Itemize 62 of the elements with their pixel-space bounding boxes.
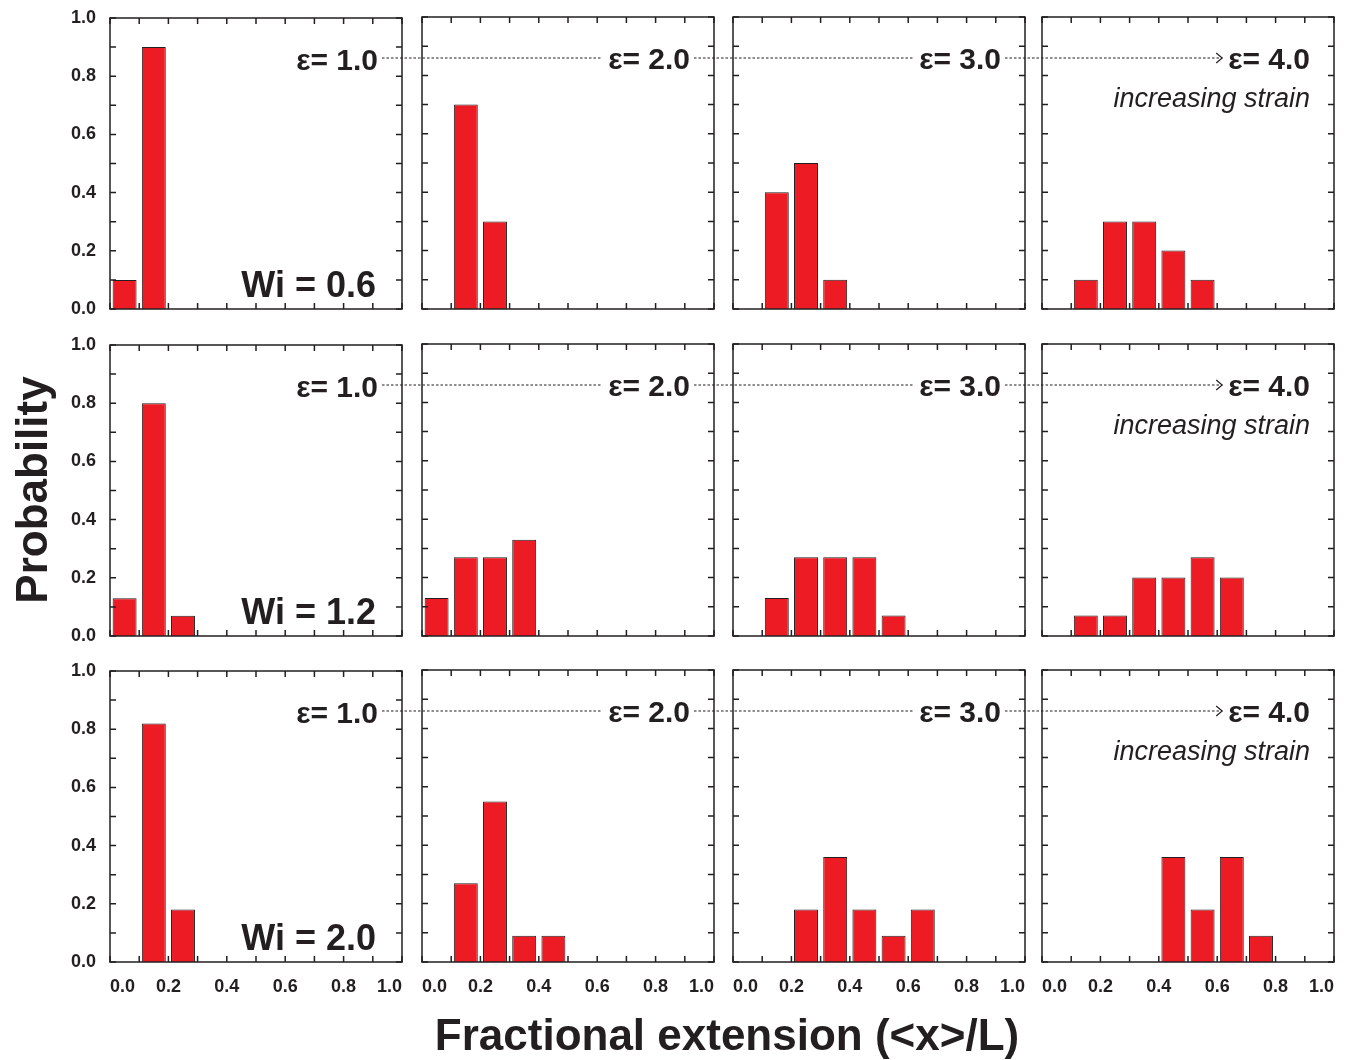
x-tick-label: 0.2 <box>1087 975 1113 996</box>
annotation: ε= 4.0 <box>1228 42 1310 75</box>
x-tick-label: 0.8 <box>331 975 357 996</box>
y-tick-label: 1.0 <box>70 333 96 354</box>
x-tick-label: 0.4 <box>214 975 240 996</box>
y-tick-label: 0.0 <box>70 950 96 971</box>
x-tick-label: 0.2 <box>778 975 804 996</box>
x-axis-title: Fractional extension (<x>/L) <box>434 1010 1020 1060</box>
x-tick-label: 0.6 <box>272 975 298 996</box>
y-tick-label: 1.0 <box>70 659 96 680</box>
annotation: Wi = 2.0 <box>241 917 376 958</box>
y-tick-label: 0.8 <box>70 65 96 86</box>
y-tick-label: 0.8 <box>70 718 96 739</box>
annotation: increasing strain <box>1113 736 1310 766</box>
annotation: ε= 1.0 <box>296 370 378 403</box>
y-tick-label: 0.2 <box>70 239 96 260</box>
x-tick-label: 0.4 <box>1146 975 1172 996</box>
x-tick-label: 0.6 <box>895 975 921 996</box>
annotation: increasing strain <box>1113 410 1310 440</box>
y-tick-label: 0.2 <box>70 566 96 587</box>
y-tick-label: 0.4 <box>70 181 96 202</box>
x-tick-label: 0.0 <box>110 975 136 996</box>
y-tick-label: 0.4 <box>70 508 96 529</box>
annotation: ε= 4.0 <box>1228 695 1310 728</box>
x-tick-label: 0.2 <box>155 975 181 996</box>
x-tick-label: 1.0 <box>999 975 1025 996</box>
annotation: ε= 2.0 <box>608 369 690 402</box>
x-tick-label: 1.0 <box>1308 975 1334 996</box>
y-tick-label: 0.8 <box>70 392 96 413</box>
x-tick-label: 0.4 <box>837 975 863 996</box>
x-tick-label: 0.0 <box>422 975 448 996</box>
x-tick-label: 0.8 <box>643 975 669 996</box>
x-tick-label: 1.0 <box>688 975 714 996</box>
annotation: ε= 1.0 <box>296 696 378 729</box>
y-tick-label: 0.6 <box>70 776 96 797</box>
annotation: ε= 3.0 <box>919 42 1001 75</box>
annotation: ε= 3.0 <box>919 369 1001 402</box>
annotation: ε= 3.0 <box>919 695 1001 728</box>
x-tick-label: 0.6 <box>584 975 610 996</box>
y-axis-title: Probability <box>7 376 57 604</box>
annotation: Wi = 0.6 <box>241 264 376 305</box>
x-tick-label: 1.0 <box>376 975 402 996</box>
y-tick-label: 0.2 <box>70 892 96 913</box>
annotation: ε= 2.0 <box>608 695 690 728</box>
x-tick-label: 0.2 <box>467 975 493 996</box>
x-tick-label: 0.0 <box>733 975 759 996</box>
x-tick-label: 0.8 <box>1263 975 1289 996</box>
annotation: ε= 1.0 <box>296 43 378 76</box>
y-tick-label: 1.0 <box>70 6 96 27</box>
y-tick-label: 0.0 <box>70 297 96 318</box>
y-tick-label: 0.6 <box>70 450 96 471</box>
x-tick-label: 0.8 <box>954 975 980 996</box>
annotation: ε= 2.0 <box>608 42 690 75</box>
x-tick-label: 0.0 <box>1042 975 1068 996</box>
annotation: Wi = 1.2 <box>241 591 376 632</box>
y-tick-label: 0.6 <box>70 123 96 144</box>
x-tick-label: 0.6 <box>1204 975 1230 996</box>
x-tick-label: 0.4 <box>526 975 552 996</box>
y-tick-label: 0.0 <box>70 624 96 645</box>
annotation: ε= 4.0 <box>1228 369 1310 402</box>
y-tick-label: 0.4 <box>70 834 96 855</box>
annotation: increasing strain <box>1113 83 1310 113</box>
